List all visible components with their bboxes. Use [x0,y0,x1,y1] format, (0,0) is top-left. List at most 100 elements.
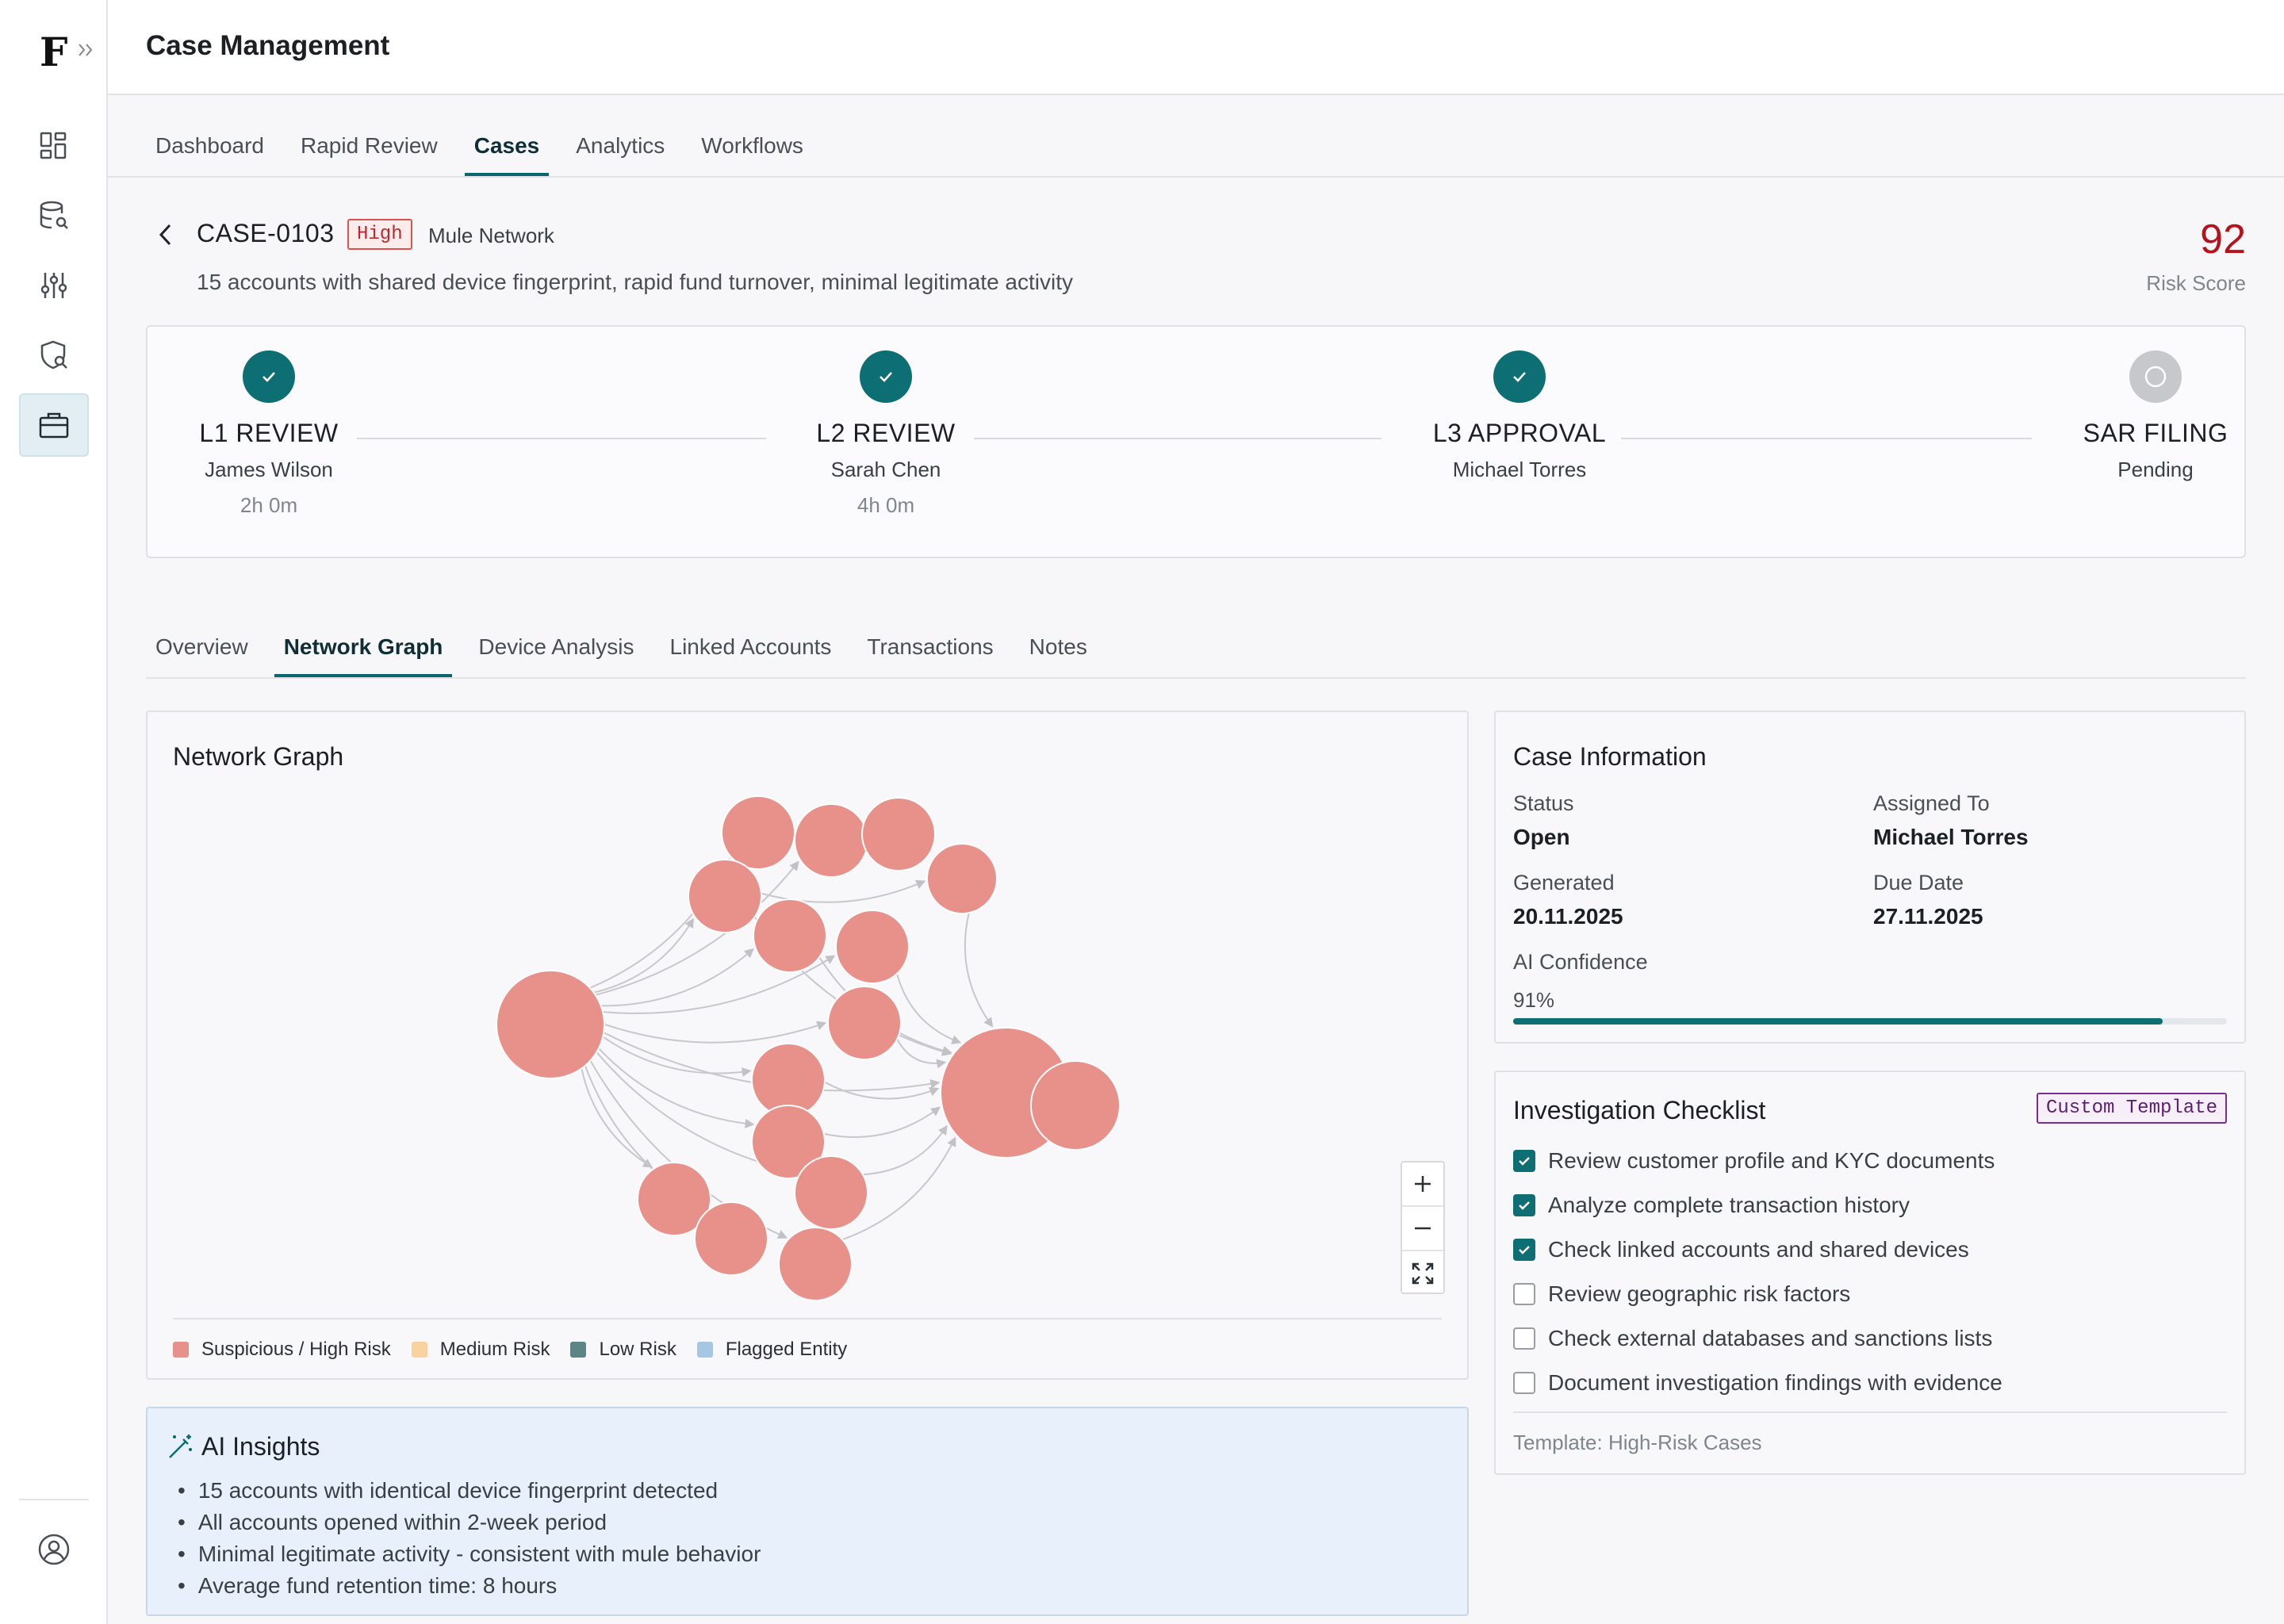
checklist-label: Check linked accounts and shared devices [1548,1237,1969,1262]
legend-label: Low Risk [599,1339,676,1360]
nav-cases-briefcase-icon[interactable] [19,393,89,457]
legend-item: Flagged Entity [696,1339,847,1361]
workflow-step-l2: L2 REVIEW Sarah Chen 4h 0m [767,327,1005,518]
graph-node[interactable] [751,1105,826,1179]
case-information-panel: Case Information Status Open Assigned To… [1494,710,2246,1044]
tab-linked-accounts[interactable]: Linked Accounts [669,634,832,659]
graph-zoom-controls [1401,1161,1445,1294]
legend-item: Low Risk [570,1339,676,1361]
graph-node[interactable] [688,859,762,933]
tab-network-graph[interactable]: Network Graph [274,631,453,677]
app-title: Case Management [146,30,390,61]
graph-edge [964,912,994,1028]
status-label: Status [1513,791,1574,815]
check-circle-icon [243,350,295,403]
checklist-item[interactable]: Analyze complete transaction history [1513,1193,1910,1218]
nav-shield-search-icon[interactable] [19,324,89,387]
checklist-item[interactable]: Document investigation findings with evi… [1513,1370,2002,1396]
app-logo: F [40,29,68,75]
checklist-item[interactable]: Review customer profile and KYC document… [1513,1148,1995,1174]
check-circle-icon [860,350,912,403]
graph-node[interactable] [496,970,605,1079]
checkbox-checked[interactable] [1513,1150,1535,1172]
network-graph-canvas[interactable] [148,712,1470,1315]
tab-overview[interactable]: Overview [155,634,248,659]
list-item: Minimal legitimate activity - consistent… [178,1538,761,1570]
graph-node[interactable] [778,1227,853,1301]
step-name: SAR FILING [2083,419,2228,447]
checkbox-unchecked[interactable] [1513,1372,1535,1394]
checklist-label: Document investigation findings with evi… [1548,1370,2002,1395]
checkbox-unchecked[interactable] [1513,1327,1535,1350]
ai-insights-list: 15 accounts with identical device finger… [178,1475,761,1602]
legend-item: Medium Risk [411,1339,550,1361]
legend-swatch [411,1342,427,1358]
nav-sliders-icon[interactable] [19,254,89,317]
sidebar: F [0,0,108,1624]
graph-node[interactable] [1030,1060,1121,1151]
graph-node[interactable] [926,843,998,914]
tab-transactions[interactable]: Transactions [867,634,994,659]
user-profile-icon[interactable] [19,1518,89,1581]
nav-database-search-icon[interactable] [19,184,89,247]
step-assignee: Sarah Chen [830,458,941,481]
step-duration: 4h 0m [856,493,915,517]
tab-notes[interactable]: Notes [1029,634,1087,659]
graph-node[interactable] [637,1162,711,1236]
graph-edge [598,1048,755,1128]
graph-edge [600,948,754,1007]
zoom-in-button[interactable] [1402,1162,1443,1207]
checklist-item[interactable]: Check external databases and sanctions l… [1513,1326,1992,1351]
workflow-step-sar: SAR FILING Pending [2037,327,2274,482]
checkbox-unchecked[interactable] [1513,1283,1535,1305]
checklist-item[interactable]: Review geographic risk factors [1513,1281,1850,1307]
tab-rapid-review[interactable]: Rapid Review [300,133,438,158]
graph-node[interactable] [794,1155,868,1230]
graph-node[interactable] [835,910,910,984]
legend-label: Medium Risk [439,1339,550,1360]
tab-device-analysis[interactable]: Device Analysis [478,634,634,659]
nav-dashboard-icon[interactable] [19,114,89,178]
checklist-item[interactable]: Check linked accounts and shared devices [1513,1237,1969,1262]
tab-cases[interactable]: Cases [464,127,549,176]
graph-edge [581,1068,653,1168]
magic-wand-icon [167,1432,195,1465]
checkbox-checked[interactable] [1513,1239,1535,1261]
graph-node[interactable] [794,803,868,878]
ai-confidence-value: 91% [1513,988,1555,1012]
graph-edge [824,1081,940,1100]
fit-view-button[interactable] [1402,1251,1443,1296]
legend-swatch [570,1342,587,1358]
risk-score-value: 92 [2200,216,2246,262]
graph-node[interactable] [721,795,795,870]
case-id: CASE-0103 [197,219,335,247]
priority-badge: High [347,219,412,250]
step-assignee: Michael Torres [1452,458,1587,481]
checklist-label: Review customer profile and KYC document… [1548,1148,1995,1173]
workflow-progress-card: L1 REVIEW James Wilson 2h 0m L2 REVIEW S… [146,325,2246,558]
graph-node[interactable] [827,986,902,1060]
section-tabs-divider [146,677,2246,679]
zoom-out-button[interactable] [1402,1207,1443,1251]
custom-template-badge[interactable]: Custom Template [2036,1093,2227,1124]
graph-edge [896,973,962,1044]
step-name: L1 REVIEW [199,419,339,447]
back-chevron-icon[interactable] [154,220,178,253]
expand-arrows-icon [1412,1262,1434,1285]
tab-dashboard[interactable]: Dashboard [155,133,264,158]
due-date-value: 27.11.2025 [1873,904,1983,929]
network-graph-panel: Network Graph Suspicious / High Risk Med… [146,710,1469,1380]
graph-node[interactable] [753,898,827,973]
legend-label: Suspicious / High Risk [201,1339,391,1360]
graph-node[interactable] [694,1201,768,1276]
checkbox-checked[interactable] [1513,1194,1535,1216]
case-section-tabs: Overview Network Graph Device Analysis L… [155,631,1123,677]
tab-workflows[interactable]: Workflows [701,133,803,158]
graph-node[interactable] [861,797,936,871]
workflow-step-l1: L1 REVIEW James Wilson 2h 0m [150,327,388,518]
expand-sidebar-icon[interactable] [76,40,97,64]
graph-edge [896,1038,947,1069]
check-icon [1519,1157,1530,1166]
status-value: Open [1513,825,1570,849]
tab-analytics[interactable]: Analytics [576,133,665,158]
